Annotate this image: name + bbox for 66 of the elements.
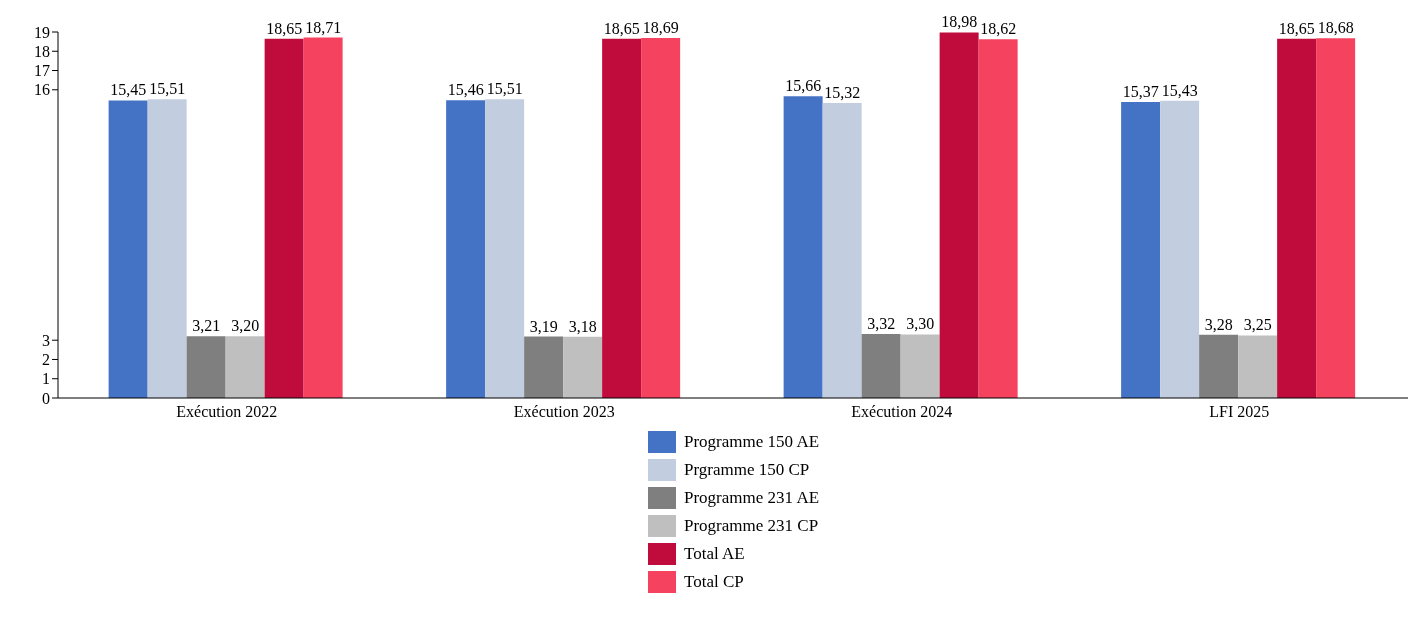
bar	[1277, 38, 1317, 398]
bar	[1238, 335, 1278, 398]
data-label: 3,18	[568, 317, 597, 335]
data-label: 18,69	[642, 18, 679, 36]
bar	[264, 38, 304, 398]
y-tick-label: 18	[34, 42, 50, 60]
bar	[186, 336, 226, 398]
bar	[446, 100, 486, 398]
data-label: 15,43	[1161, 81, 1198, 99]
y-tick-label: 0	[42, 389, 50, 407]
bar	[822, 102, 862, 398]
legend-label: Programme 231 CP	[684, 516, 819, 536]
data-label: 18,71	[305, 18, 342, 36]
data-label: 18,98	[941, 13, 978, 31]
y-tick-label: 17	[34, 62, 50, 80]
data-label: 15,45	[110, 81, 147, 99]
data-label: 15,37	[1122, 82, 1159, 100]
data-label: 18,65	[266, 19, 303, 37]
bar	[641, 37, 681, 398]
bar	[900, 334, 940, 398]
data-label: 15,51	[149, 80, 186, 98]
data-label: 18,62	[980, 20, 1017, 38]
legend-label: Programme 150 AE	[684, 432, 820, 452]
data-label: 3,32	[867, 315, 896, 333]
data-label: 3,28	[1204, 315, 1233, 333]
data-label: 15,32	[824, 83, 861, 101]
bar	[783, 96, 823, 398]
y-tick-label: 16	[34, 81, 50, 99]
legend-label: Total AE	[684, 544, 745, 564]
bar	[108, 100, 148, 398]
legend-label: Total CP	[684, 572, 744, 592]
data-label: 18,65	[1278, 19, 1315, 37]
y-tick-label: 19	[34, 23, 50, 41]
bar	[861, 334, 901, 398]
bar	[1199, 334, 1239, 398]
bar	[225, 336, 265, 398]
x-tick-label: Exécution 2024	[851, 403, 953, 421]
data-label: 3,21	[192, 317, 221, 335]
bar	[485, 99, 525, 398]
bar	[563, 336, 603, 398]
bar	[602, 38, 642, 398]
data-label: 3,30	[906, 315, 935, 333]
data-label: 3,20	[231, 317, 260, 335]
data-label: 18,65	[603, 19, 640, 37]
data-label: 3,25	[1243, 316, 1272, 334]
bar	[939, 32, 979, 398]
y-tick-label: 1	[42, 370, 50, 388]
data-label: 15,51	[486, 80, 523, 98]
bar	[1316, 38, 1356, 398]
x-tick-label: Exécution 2022	[176, 403, 278, 421]
data-label: 3,19	[529, 317, 558, 335]
bar	[1121, 101, 1161, 398]
bar	[524, 336, 564, 398]
data-label: 15,46	[447, 81, 484, 99]
y-tick-label: 2	[42, 351, 50, 369]
x-tick-label: LFI 2025	[1209, 403, 1270, 421]
data-label: 15,66	[785, 77, 822, 95]
bar	[1160, 100, 1200, 398]
y-tick-label: 3	[42, 331, 50, 349]
bar	[147, 99, 187, 398]
bar	[303, 37, 343, 398]
x-tick-label: Exécution 2023	[513, 403, 615, 421]
bar	[978, 39, 1018, 398]
data-label: 18,68	[1317, 19, 1354, 37]
legend-label: Programme 231 AE	[684, 488, 820, 508]
legend-label: Prgramme 150 CP	[684, 460, 810, 480]
